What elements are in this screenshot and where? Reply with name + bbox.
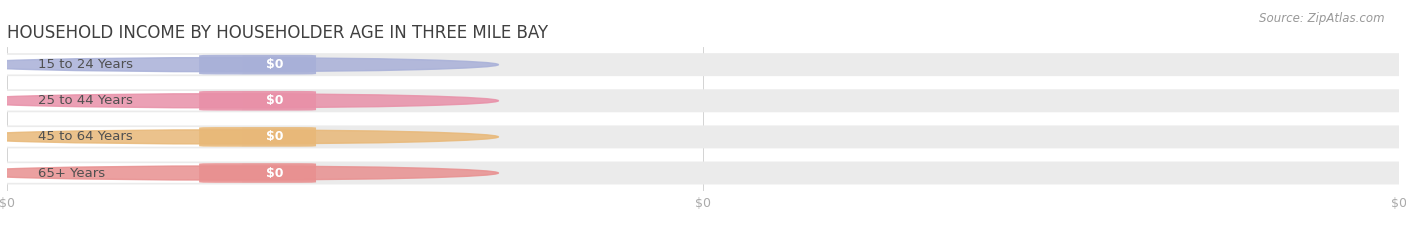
FancyBboxPatch shape [0,55,242,75]
Circle shape [0,166,498,180]
Circle shape [0,94,498,108]
FancyBboxPatch shape [0,53,1406,76]
FancyBboxPatch shape [0,127,242,147]
Circle shape [0,58,498,72]
Text: $0: $0 [266,167,284,179]
Text: $0: $0 [266,130,284,143]
FancyBboxPatch shape [200,91,316,111]
Text: 45 to 64 Years: 45 to 64 Years [38,130,132,143]
FancyBboxPatch shape [200,127,316,147]
FancyBboxPatch shape [0,161,1406,185]
FancyBboxPatch shape [0,125,1406,148]
Text: 65+ Years: 65+ Years [38,167,105,179]
Text: Source: ZipAtlas.com: Source: ZipAtlas.com [1260,12,1385,25]
Text: HOUSEHOLD INCOME BY HOUSEHOLDER AGE IN THREE MILE BAY: HOUSEHOLD INCOME BY HOUSEHOLDER AGE IN T… [7,24,548,42]
Text: 25 to 44 Years: 25 to 44 Years [38,94,132,107]
Circle shape [0,130,498,144]
Text: 15 to 24 Years: 15 to 24 Years [38,58,132,71]
FancyBboxPatch shape [200,55,316,75]
FancyBboxPatch shape [200,163,316,183]
Text: $0: $0 [266,58,284,71]
FancyBboxPatch shape [0,89,1406,112]
FancyBboxPatch shape [0,91,242,111]
Text: $0: $0 [266,94,284,107]
FancyBboxPatch shape [0,163,242,183]
